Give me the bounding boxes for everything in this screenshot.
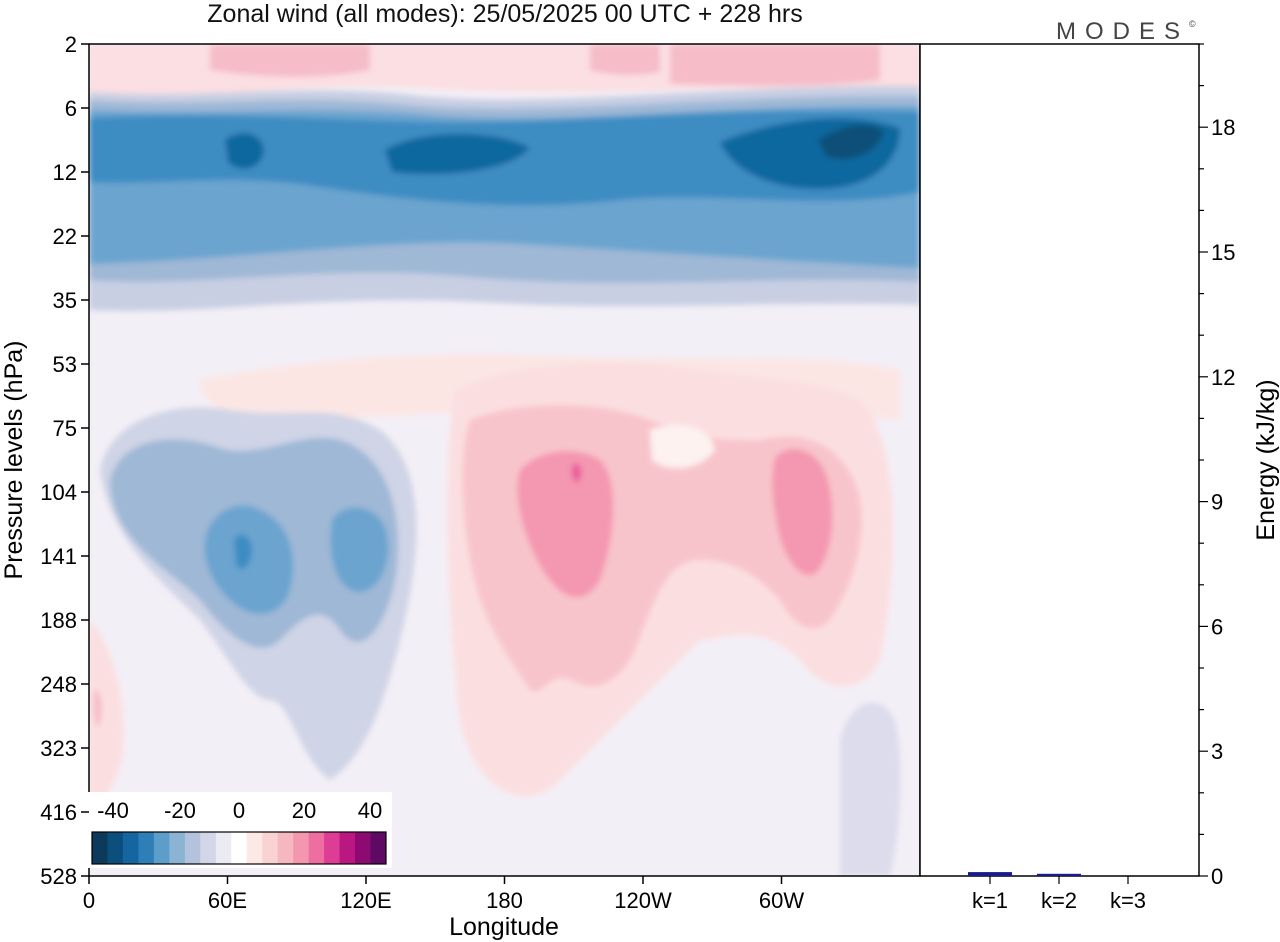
y-tick-label: 53 (53, 352, 77, 377)
easterly-jet-core-2 (385, 134, 530, 175)
energy-bar-k=2 (1037, 873, 1081, 876)
y-tick-label: 528 (40, 864, 77, 889)
trop-westerlies-core-1-inner (571, 463, 582, 483)
y-tick-label: 12 (53, 160, 77, 185)
energy-tick-label: 15 (1211, 240, 1235, 265)
trop-easterlies-core-west-inner (234, 534, 252, 569)
trop-westerlies-core-1 (517, 451, 614, 598)
colorbar-swatch (184, 832, 201, 864)
x-tick-label: 60W (759, 888, 804, 913)
mode-tick-label: k=3 (1110, 888, 1146, 913)
colorbar-swatch (277, 832, 294, 864)
colorbar-swatch (231, 832, 248, 864)
colorbar-label: -20 (164, 798, 196, 823)
low-level-westerlies (89, 620, 124, 804)
colorbar-swatch (153, 832, 170, 864)
mode-tick-label: k=1 (972, 888, 1008, 913)
energy-axis-label: Energy (kJ/kg) (1252, 379, 1280, 540)
x-axis-label: Longitude (449, 913, 559, 941)
colorbar-label: 20 (292, 798, 316, 823)
colorbar-swatch (122, 832, 139, 864)
colorbar-swatch (92, 832, 108, 864)
y-tick-label: 75 (53, 416, 77, 441)
upper-westerly-core-1 (210, 44, 370, 77)
colorbar-frame (91, 831, 387, 865)
energy-axis: 0 3 6 9 12 15 18 (1199, 43, 1235, 889)
y-tick-label: 6 (65, 96, 77, 121)
colorbar-swatch (308, 832, 325, 864)
y-tick-label: 104 (40, 480, 77, 505)
longitude-axis: 0 60E 120E 180 120W 60W (83, 876, 804, 913)
pale-gap (650, 425, 715, 469)
colorbar-swatch (293, 832, 310, 864)
trop-westerlies-core-2 (772, 449, 833, 576)
modes-logo: MODES© (1056, 18, 1196, 45)
colorbar-swatch (339, 832, 356, 864)
chart-title: Zonal wind (all modes): 25/05/2025 00 UT… (207, 0, 802, 28)
energy-tick-label: 9 (1211, 490, 1223, 515)
zonal-wind-heatmap (89, 44, 920, 876)
energy-bars (968, 872, 1081, 876)
upper-westerly-core-3 (670, 44, 880, 86)
y-tick-label: 22 (53, 224, 77, 249)
trop-easterlies-core-east (330, 507, 389, 592)
colorbar: -40 -20 0 20 40 (88, 792, 392, 868)
mode-tick-label: k=2 (1041, 888, 1077, 913)
colorbar-swatch (107, 832, 124, 864)
y-tick-label: 141 (40, 544, 77, 569)
energy-tick-label: 3 (1211, 739, 1223, 764)
colorbar-swatch (324, 832, 341, 864)
energy-bar-k=1 (968, 872, 1012, 876)
energy-panel-frame (919, 43, 1200, 877)
colorbar-label: 40 (358, 798, 382, 823)
y-axis-label: Pressure levels (hPa) (0, 341, 28, 580)
y-tick-label: 416 (40, 800, 77, 825)
y-tick-label: 2 (65, 32, 77, 57)
colorbar-swatch (200, 832, 217, 864)
x-tick-label: 120E (340, 888, 391, 913)
colorbar-swatch (246, 832, 263, 864)
x-tick-label: 60E (208, 888, 247, 913)
x-tick-label: 120W (614, 888, 672, 913)
energy-tick-label: 18 (1211, 115, 1235, 140)
x-tick-label: 180 (486, 888, 523, 913)
y-tick-label: 188 (40, 608, 77, 633)
y-tick-label: 248 (40, 672, 77, 697)
low-level-easterlies (840, 702, 901, 876)
easterly-jet-core-1 (225, 133, 264, 169)
low-level-westerly-core (93, 689, 102, 726)
energy-tick-label: 6 (1211, 614, 1223, 639)
energy-panel (919, 43, 1200, 877)
energy-tick-label: 12 (1211, 365, 1235, 390)
colorbar-label: 0 (233, 798, 245, 823)
colorbar-swatch (138, 832, 155, 864)
colorbar-swatch (169, 832, 186, 864)
pressure-axis: 2 6 12 22 35 53 75 104 141 188 248 323 416 528 (40, 32, 89, 889)
colorbar-swatch (262, 832, 279, 864)
mode-axis: k=1 k=2 k=3 (972, 876, 1146, 913)
easterly-jet-core-4 (818, 124, 884, 159)
energy-tick-label: 0 (1211, 864, 1223, 889)
y-tick-label: 323 (40, 736, 77, 761)
colorbar-label: -40 (97, 798, 129, 823)
colorbar-swatch (370, 832, 387, 864)
y-tick-label: 35 (53, 288, 77, 313)
x-tick-label: 0 (83, 888, 95, 913)
colorbar-swatch (215, 832, 232, 864)
colorbar-swatch (355, 832, 372, 864)
upper-westerly-core-2 (590, 44, 660, 75)
